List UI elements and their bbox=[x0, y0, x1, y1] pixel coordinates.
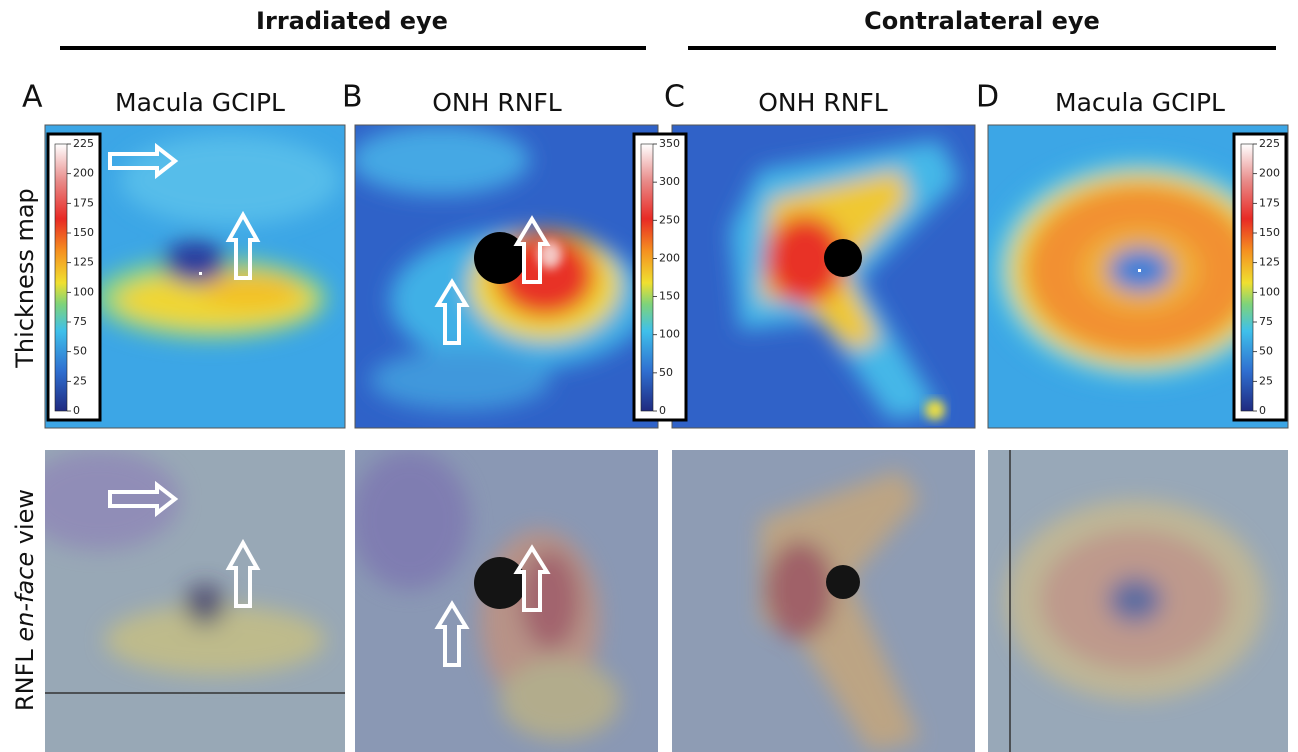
colorbar-tick-label: 125 bbox=[73, 256, 94, 269]
colorbar-tick-label: 200 bbox=[73, 167, 94, 180]
colorbar-tick-label: 100 bbox=[1259, 285, 1280, 298]
panel-title: ONH RNFL bbox=[758, 88, 888, 117]
colorbar-tick-label: 200 bbox=[659, 251, 680, 264]
row-label-part: view bbox=[11, 489, 39, 544]
row-label: Thickness map bbox=[11, 188, 39, 369]
group-header: Contralateral eye bbox=[864, 7, 1100, 35]
colorbar-tick-label: 0 bbox=[659, 404, 666, 417]
colorbar-tick-label: 25 bbox=[1259, 374, 1273, 387]
enface-view bbox=[672, 450, 975, 752]
colorbar-tick-label: 25 bbox=[73, 374, 87, 387]
panel-letter: D bbox=[976, 80, 999, 115]
panel-title: ONH RNFL bbox=[432, 88, 562, 117]
colorbar-tick-label: 175 bbox=[1259, 196, 1280, 209]
colorbar-tick-label: 75 bbox=[1259, 315, 1273, 328]
panel-title: Macula GCIPL bbox=[1055, 88, 1225, 117]
colorbar-tick-label: 150 bbox=[1259, 226, 1280, 239]
colorbar-tick-label: 100 bbox=[659, 328, 680, 341]
colorbar-tick-label: 0 bbox=[1259, 404, 1266, 417]
enface-view bbox=[350, 450, 658, 752]
row-label-part: en-face bbox=[11, 552, 39, 642]
colorbar-tick-label: 250 bbox=[659, 213, 680, 226]
colorbar-tick-label: 50 bbox=[659, 366, 673, 379]
colorbar bbox=[55, 144, 67, 411]
colorbar-tick-label: 0 bbox=[73, 404, 80, 417]
colorbar-tick-label: 50 bbox=[1259, 345, 1273, 358]
thickness-map bbox=[672, 125, 975, 428]
group-header: Irradiated eye bbox=[256, 7, 448, 35]
panel-letter: C bbox=[664, 80, 685, 115]
colorbar bbox=[1241, 144, 1253, 411]
colorbar-tick-label: 125 bbox=[1259, 256, 1280, 269]
row-label-part: RNFL bbox=[11, 649, 39, 711]
colorbar-tick-label: 150 bbox=[659, 290, 680, 303]
colorbar-tick-label: 75 bbox=[73, 315, 87, 328]
colorbar-tick-label: 100 bbox=[73, 285, 94, 298]
colorbar-tick-label: 175 bbox=[73, 196, 94, 209]
colorbar-tick-label: 300 bbox=[659, 175, 680, 188]
colorbar-tick-label: 350 bbox=[659, 137, 680, 150]
thickness-map bbox=[350, 125, 658, 428]
panel-letter: A bbox=[22, 80, 43, 115]
panel-letter: B bbox=[342, 80, 363, 115]
colorbar-tick-label: 200 bbox=[1259, 167, 1280, 180]
figure: Irradiated eye Contralateral eye Thickne… bbox=[0, 0, 1298, 752]
colorbar-tick-label: 225 bbox=[73, 137, 94, 150]
colorbar-tick-label: 150 bbox=[73, 226, 94, 239]
colorbar bbox=[641, 144, 653, 411]
panel-title: Macula GCIPL bbox=[115, 88, 285, 117]
enface-view bbox=[988, 450, 1288, 752]
colorbar-tick-label: 50 bbox=[73, 345, 87, 358]
enface-view bbox=[20, 450, 345, 752]
colorbar-tick-label: 225 bbox=[1259, 137, 1280, 150]
row-label: RNFL en-face view bbox=[11, 489, 39, 711]
